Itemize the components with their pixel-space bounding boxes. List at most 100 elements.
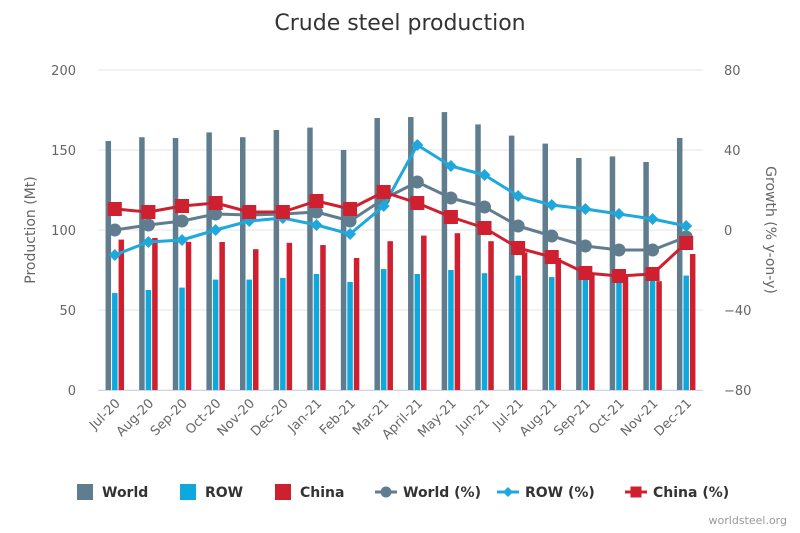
point-row[interactable] [142,236,155,248]
point-row[interactable] [646,213,659,225]
bar-world[interactable] [206,132,212,390]
point-world[interactable] [612,243,626,257]
point-china[interactable] [107,202,122,216]
point-china[interactable] [511,241,526,255]
legend-item-china[interactable]: China (%) [625,485,729,501]
bar-row[interactable] [212,279,219,390]
point-world[interactable] [309,205,323,219]
point-row[interactable] [310,219,323,231]
point-china[interactable] [477,221,492,235]
point-china[interactable] [544,250,559,264]
point-row[interactable] [176,234,189,246]
point-world[interactable] [108,223,122,237]
point-china[interactable] [410,196,425,210]
bar-china[interactable] [488,241,494,390]
bar-world[interactable] [441,112,448,390]
point-world[interactable] [175,214,189,228]
bar-row[interactable] [448,270,454,390]
point-row[interactable] [444,160,457,172]
bar-world[interactable] [408,117,414,390]
bar-china[interactable] [656,281,662,390]
bar-row[interactable] [582,278,589,390]
point-china[interactable] [242,205,257,219]
bar-china[interactable] [353,258,360,390]
bar-china[interactable] [689,254,696,390]
bar-row[interactable] [112,293,118,390]
bar-world[interactable] [374,118,380,390]
bar-china[interactable] [521,252,528,390]
bar-world[interactable] [273,130,280,390]
bar-world[interactable] [676,138,683,390]
bar-world[interactable] [105,141,112,390]
point-row[interactable] [612,208,625,220]
bar-china[interactable] [622,275,629,390]
point-world[interactable] [444,191,458,205]
bar-china[interactable] [286,242,293,390]
bar-china[interactable] [421,235,427,390]
bar-row[interactable] [347,282,353,390]
bar-china[interactable] [253,249,259,390]
credits-link[interactable]: worldsteel.org [709,514,787,527]
bar-china[interactable] [152,238,158,390]
point-row[interactable] [680,220,693,232]
bar-world[interactable] [307,127,313,390]
bar-china[interactable] [589,273,595,390]
legend-marker[interactable] [380,486,392,498]
legend-item-world[interactable]: World (%) [375,485,481,501]
bar-row[interactable] [179,287,185,390]
point-china[interactable] [376,185,391,199]
bar-row[interactable] [246,279,253,390]
bar-world[interactable] [542,143,549,390]
bar-row[interactable] [280,278,286,390]
bar-china[interactable] [118,239,125,390]
bar-row[interactable] [549,277,555,390]
bar-world[interactable] [172,138,179,390]
point-world[interactable] [646,243,660,257]
bar-row[interactable] [380,269,387,390]
bar-row[interactable] [481,273,488,390]
point-world[interactable] [141,218,155,232]
point-row[interactable] [108,249,121,261]
point-world[interactable] [410,175,424,189]
point-row[interactable] [579,203,592,215]
point-china[interactable] [645,267,660,281]
bar-china[interactable] [454,233,461,390]
point-china[interactable] [175,199,190,213]
bar-china[interactable] [320,245,326,390]
point-china[interactable] [611,269,626,283]
bar-world[interactable] [139,137,145,390]
point-china[interactable] [141,205,156,219]
point-china[interactable] [208,196,223,210]
bar-world[interactable] [340,150,347,390]
point-world[interactable] [578,239,592,253]
bar-row[interactable] [414,274,421,390]
point-row[interactable] [344,228,357,240]
bar-world[interactable] [475,124,481,391]
point-row[interactable] [209,224,222,236]
bar-china[interactable] [219,242,225,390]
bar-row[interactable] [616,279,622,390]
point-china[interactable] [343,202,358,216]
bar-world[interactable] [240,137,246,390]
bar-row[interactable] [313,274,320,390]
point-row[interactable] [512,190,525,202]
point-row[interactable] [411,139,424,151]
point-world[interactable] [545,229,559,243]
point-row[interactable] [545,199,558,211]
point-world[interactable] [478,200,492,214]
bar-china[interactable] [387,241,393,390]
legend-item-china[interactable]: China [275,484,344,501]
point-world[interactable] [343,214,357,228]
point-china[interactable] [275,205,290,219]
bar-china[interactable] [185,241,192,390]
point-china[interactable] [443,210,458,224]
legend-marker[interactable] [630,486,642,498]
bar-row[interactable] [145,290,152,390]
legend-item-world[interactable]: World [77,484,148,501]
legend-marker[interactable] [503,487,513,497]
bar-world[interactable] [508,135,515,390]
point-china[interactable] [309,194,324,208]
point-china[interactable] [578,266,593,280]
point-world[interactable] [511,219,525,233]
bar-china[interactable] [555,258,562,390]
